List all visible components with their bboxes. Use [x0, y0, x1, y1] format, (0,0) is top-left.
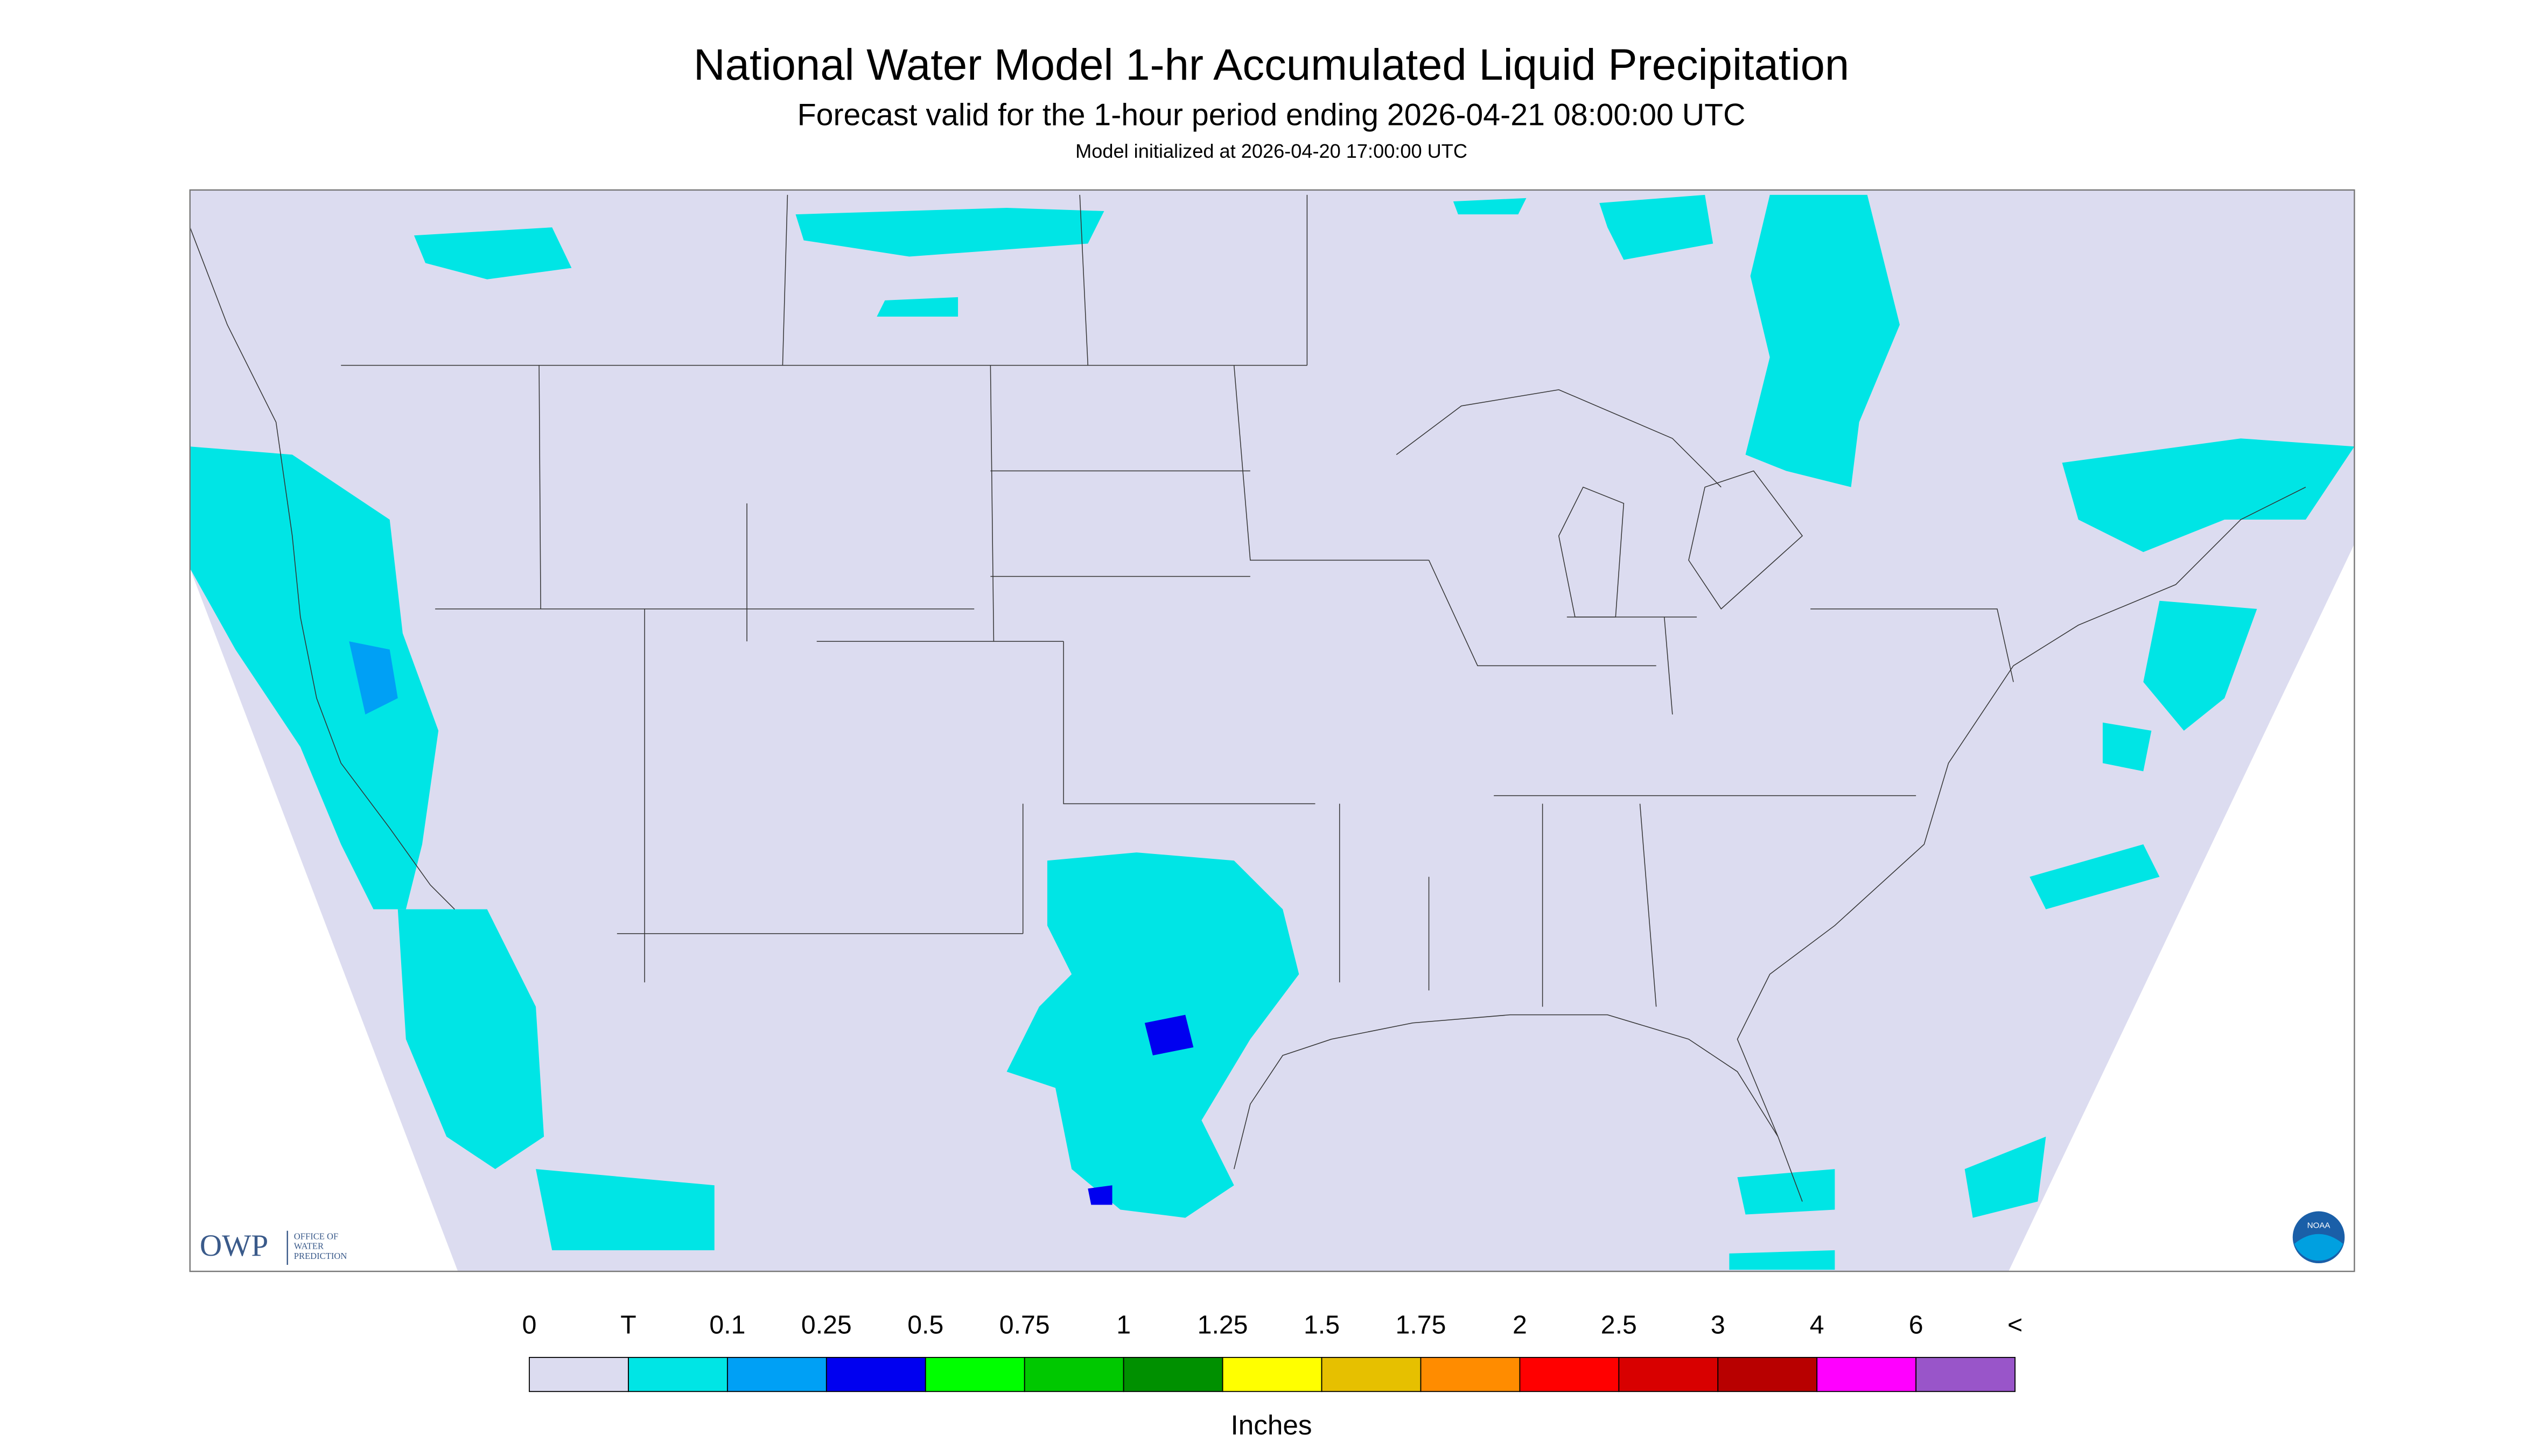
owp-logo-line: OFFICE OF: [294, 1231, 338, 1242]
title: National Water Model 1-hr Accumulated Li…: [694, 40, 1849, 89]
legend-swatch: [1222, 1357, 1323, 1392]
legend-swatch: [925, 1357, 1025, 1392]
legend-label: <: [2007, 1310, 2023, 1339]
legend-label: 2: [1513, 1310, 1527, 1339]
legend-label: 1: [1116, 1310, 1131, 1339]
legend-label: 4: [1810, 1310, 1824, 1339]
owp-logo-line: PREDICTION: [294, 1251, 347, 1261]
init-note: Model initialized at 2026-04-20 17:00:00…: [1075, 140, 1467, 162]
legend-label: 0.75: [999, 1310, 1050, 1339]
boundaries: [190, 194, 2306, 1202]
legend-swatch: [628, 1357, 728, 1392]
legend-swatch: [1123, 1357, 1223, 1392]
noaa-wave: [2294, 1234, 2343, 1261]
legend-swatch: [1717, 1357, 1818, 1392]
legend-swatch: [1321, 1357, 1422, 1392]
legend-label: 0.1: [709, 1310, 745, 1339]
map-frame: [189, 189, 2355, 1272]
legend-swatch: [1519, 1357, 1620, 1392]
owp-logo-line: WATER: [294, 1241, 324, 1251]
legend: Inches 0 T 0.1 0.25 0.5 0.75 1 1.25 1.5 1.75 2 2.5 3…: [522, 1310, 2023, 1440]
owp-logo-text: OWP: [200, 1229, 268, 1263]
legend-swatch: [726, 1357, 827, 1392]
subtitle: Forecast valid for the 1-hour period end…: [797, 97, 1746, 132]
legend-swatch: [1618, 1357, 1719, 1392]
legend-label: 1.75: [1396, 1310, 1446, 1339]
legend-label: 6: [1909, 1310, 1923, 1339]
legend-label: 0.5: [907, 1310, 943, 1339]
noaa-text: NOAA: [2307, 1221, 2331, 1230]
legend-label: 2.5: [1601, 1310, 1637, 1339]
legend-swatch: [1420, 1357, 1521, 1392]
noaa-logo: NOAA: [2292, 1211, 2345, 1264]
legend-unit: Inches: [1231, 1410, 1312, 1440]
legend-label: 1.25: [1198, 1310, 1248, 1339]
legend-swatch: [1024, 1357, 1124, 1392]
legend-label: T: [620, 1310, 636, 1339]
legend-swatch: [1915, 1357, 2016, 1392]
legend-swatch: [825, 1357, 926, 1392]
legend-label: 1.5: [1304, 1310, 1340, 1339]
legend-label: 3: [1711, 1310, 1725, 1339]
legend-label: 0: [522, 1310, 537, 1339]
legend-label: 0.25: [801, 1310, 852, 1339]
legend-swatch: [1816, 1357, 1917, 1392]
precip-areas: [190, 194, 2355, 1270]
legend-swatch: [529, 1357, 629, 1392]
